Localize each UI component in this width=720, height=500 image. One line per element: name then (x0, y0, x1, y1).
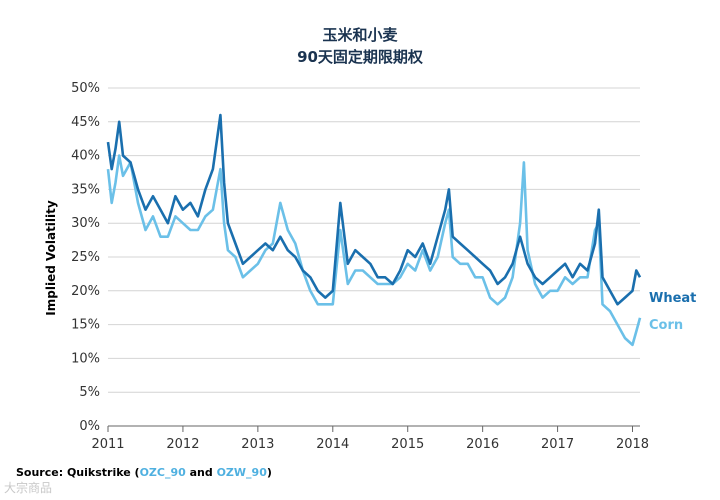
gridlines (108, 87, 640, 427)
source-middle: and (185, 466, 217, 479)
y-tick-label: 15% (71, 318, 100, 333)
y-axis-ticks: 0% 5% 10% 15% 20% 25% 30% 35% 40% 45% 50% (71, 81, 100, 434)
y-tick-label: 0% (79, 419, 100, 434)
series-lines (106, 113, 642, 347)
x-axis-ticks: 2011 2012 2013 2014 2015 2016 2017 2018 (91, 426, 649, 452)
chart-title-line-1: 玉米和小麦 (322, 26, 398, 44)
x-tick-label: 2018 (616, 437, 649, 452)
y-tick-label: 45% (71, 115, 100, 130)
y-tick-label: 20% (71, 284, 100, 299)
legend-corn: Corn (649, 318, 683, 333)
y-tick-label: 35% (71, 182, 100, 197)
y-axis-label: Implied Volatility (44, 200, 58, 316)
x-tick-label: 2011 (91, 437, 124, 452)
source-note: Source: Quikstrike (OZC_90 and OZW_90) (16, 466, 272, 479)
x-tick-label: 2014 (316, 437, 349, 452)
watermark: 大宗商品 (4, 481, 53, 495)
source-code-corn[interactable]: OZC_90 (139, 466, 186, 479)
chart-title-line-2: 90天固定期限期权 (297, 48, 424, 66)
x-tick-label: 2013 (241, 437, 274, 452)
y-tick-label: 5% (79, 385, 100, 400)
series-line-corn (106, 154, 642, 347)
source-code-wheat[interactable]: OZW_90 (216, 466, 267, 479)
y-tick-label: 10% (71, 351, 100, 366)
y-tick-label: 30% (71, 216, 100, 231)
x-tick-label: 2017 (541, 437, 574, 452)
source-suffix: ) (266, 466, 272, 479)
y-tick-label: 40% (71, 149, 100, 164)
x-tick-label: 2012 (166, 437, 199, 452)
source-prefix: Source: Quikstrike ( (16, 466, 140, 479)
y-tick-label: 50% (71, 81, 100, 96)
legend-wheat: Wheat (649, 291, 696, 306)
y-tick-label: 25% (71, 250, 100, 265)
x-tick-label: 2016 (466, 437, 499, 452)
series-line-wheat (106, 113, 642, 306)
x-tick-label: 2015 (391, 437, 424, 452)
